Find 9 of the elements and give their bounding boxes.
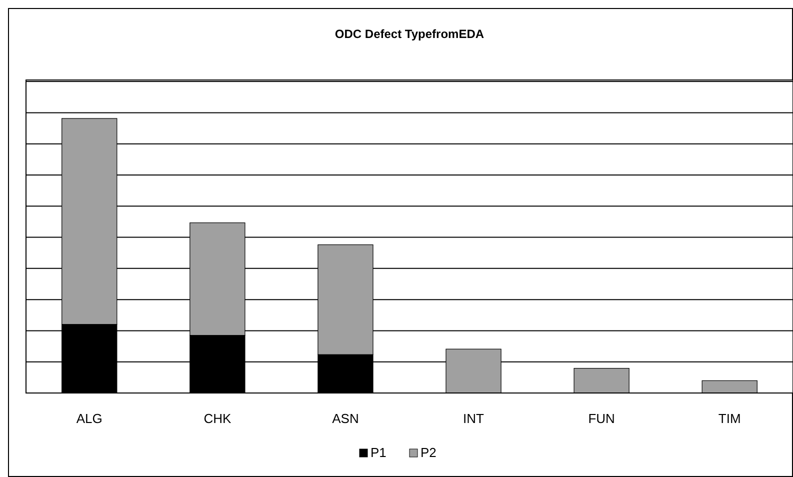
legend-label: P1: [370, 445, 386, 460]
x-tick-label: ASN: [332, 411, 359, 426]
x-tick-label: ALG: [76, 411, 102, 426]
x-tick-label: INT: [463, 411, 484, 426]
x-tick-label: FUN: [588, 411, 615, 426]
legend-label: P2: [420, 445, 436, 460]
x-tick-label: TIM: [718, 411, 741, 426]
x-tick-label: CHK: [204, 411, 232, 426]
chart-title: ODC Defect TypefromEDA: [334, 27, 484, 41]
